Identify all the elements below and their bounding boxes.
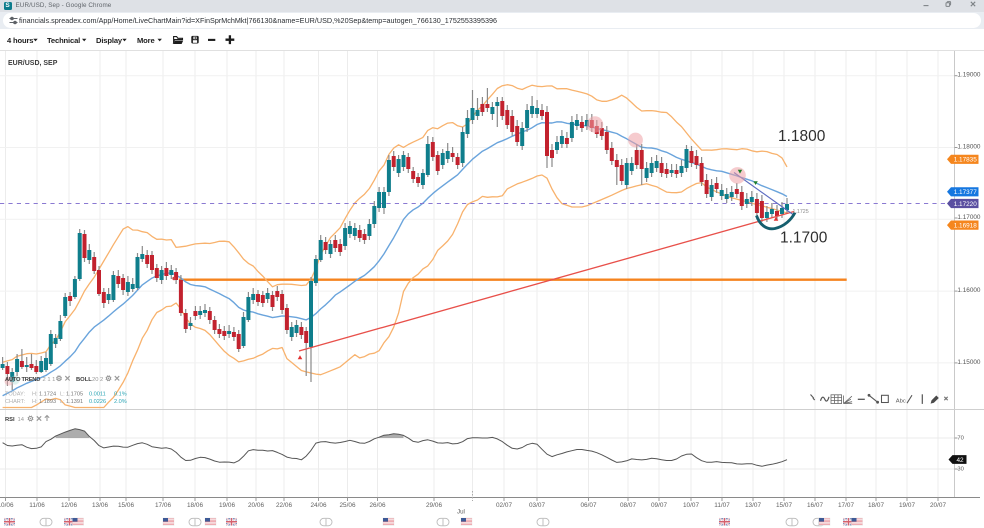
svg-text:EUR/USD, SEP: EUR/USD, SEP (8, 60, 58, 67)
svg-text:RSI: RSI (5, 417, 15, 423)
svg-text:TODAY:: TODAY: (5, 392, 25, 398)
svg-text:1.1725: 1.1725 (793, 209, 809, 215)
svg-text:2.0%: 2.0% (114, 399, 127, 405)
svg-text:1.1800: 1.1800 (778, 128, 826, 145)
svg-text:70: 70 (957, 436, 963, 442)
svg-text:H:: H: (32, 392, 38, 398)
svg-text:03/07: 03/07 (529, 502, 545, 509)
svg-text:1.1705: 1.1705 (66, 392, 83, 398)
svg-text:09/07: 09/07 (651, 502, 667, 509)
svg-text:Jul: Jul (457, 509, 465, 516)
svg-text:08/07: 08/07 (620, 502, 636, 509)
svg-text:10/07: 10/07 (683, 502, 699, 509)
svg-text:15/07: 15/07 (776, 502, 792, 509)
svg-text:16/07: 16/07 (807, 502, 823, 509)
svg-text:H:: H: (32, 399, 38, 405)
svg-text:1.1724: 1.1724 (39, 392, 56, 398)
svg-text:1.18000: 1.18000 (957, 144, 981, 151)
svg-text:17/06: 17/06 (155, 502, 171, 509)
svg-text:0.0226: 0.0226 (89, 399, 106, 405)
svg-text:11/06: 11/06 (29, 502, 45, 509)
svg-text:AUTO TREND: AUTO TREND (5, 377, 40, 383)
svg-text:1.17220: 1.17220 (954, 201, 978, 208)
svg-text:1.17000: 1.17000 (957, 214, 981, 221)
svg-text:15/06: 15/06 (118, 502, 134, 509)
svg-text:L:: L: (60, 392, 65, 398)
svg-text:12/06: 12/06 (61, 502, 77, 509)
svg-text:BOLL: BOLL (76, 377, 92, 383)
svg-text:1.1893: 1.1893 (39, 399, 56, 405)
svg-text:06/07: 06/07 (581, 502, 597, 509)
svg-text:0.1%: 0.1% (114, 392, 127, 398)
svg-text:13/07: 13/07 (745, 502, 761, 509)
svg-text:1.16918: 1.16918 (954, 222, 978, 229)
svg-text:CHART:: CHART: (5, 399, 26, 405)
svg-text:17/07: 17/07 (838, 502, 854, 509)
svg-text:19/06: 19/06 (219, 502, 235, 509)
svg-text:1.17835: 1.17835 (954, 157, 978, 164)
svg-text:14: 14 (18, 417, 25, 423)
svg-text:1.1700: 1.1700 (780, 230, 828, 247)
svg-text:2 1 1: 2 1 1 (43, 377, 56, 383)
svg-text:1.15000: 1.15000 (957, 359, 981, 366)
svg-text:13/06: 13/06 (92, 502, 108, 509)
svg-text:1.16000: 1.16000 (957, 287, 981, 294)
svg-text:0.0011: 0.0011 (89, 392, 106, 398)
svg-text:30: 30 (957, 467, 963, 473)
svg-text:25/06: 25/06 (340, 502, 356, 509)
svg-text:02/07: 02/07 (496, 502, 512, 509)
svg-text:19/07: 19/07 (899, 502, 915, 509)
svg-text:42: 42 (956, 457, 964, 464)
svg-text:20/07: 20/07 (930, 502, 946, 509)
svg-text:L:: L: (60, 399, 65, 405)
svg-text:29/06: 29/06 (426, 502, 442, 509)
svg-text:20/06: 20/06 (248, 502, 264, 509)
svg-text:26/06: 26/06 (370, 502, 386, 509)
svg-text:22/06: 22/06 (276, 502, 292, 509)
svg-text:10/06: 10/06 (0, 502, 14, 509)
svg-text:20 2: 20 2 (92, 377, 103, 383)
svg-text:1.1391: 1.1391 (66, 399, 83, 405)
svg-text:18/07: 18/07 (868, 502, 884, 509)
svg-text:1.17377: 1.17377 (954, 189, 978, 196)
svg-text:11/07: 11/07 (714, 502, 730, 509)
svg-text:Abc: Abc (896, 398, 906, 404)
svg-text:1.19000: 1.19000 (957, 72, 981, 79)
svg-text:18/06: 18/06 (187, 502, 203, 509)
svg-text:24/06: 24/06 (311, 502, 327, 509)
